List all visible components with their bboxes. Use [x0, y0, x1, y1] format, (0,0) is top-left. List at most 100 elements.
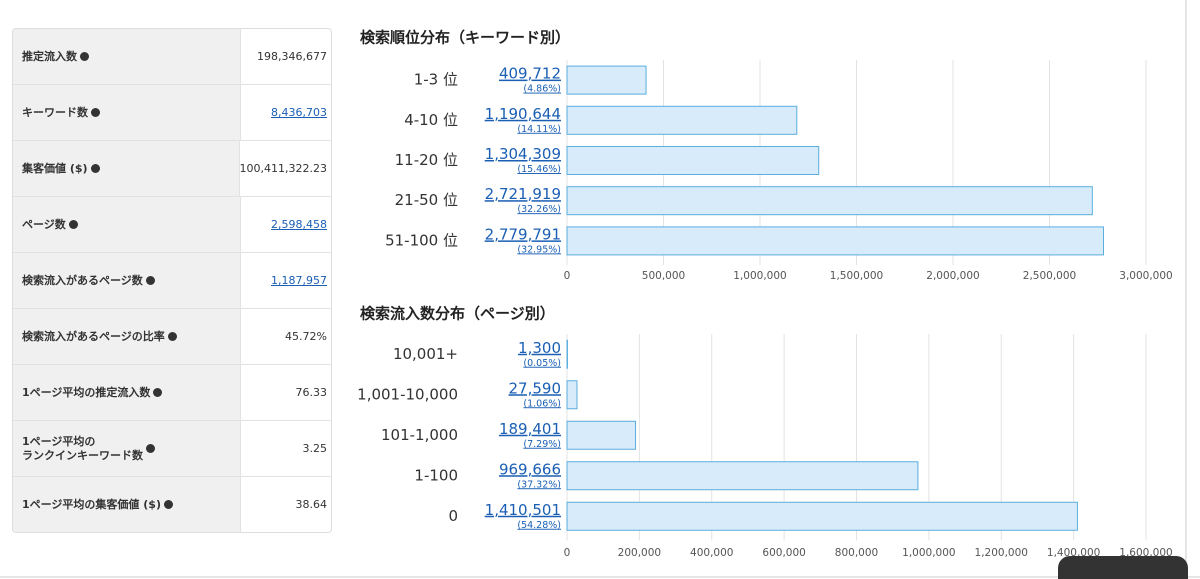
- table-row: 1ページ平均の ランクインキーワード数 3.25: [13, 421, 331, 477]
- value-label[interactable]: 969,666: [499, 460, 561, 478]
- x-tick-label: 3,000,000: [1119, 270, 1172, 282]
- value-label[interactable]: 2,721,919: [485, 185, 561, 203]
- share-label[interactable]: (32.26%): [517, 204, 561, 215]
- value-label[interactable]: 1,304,309: [485, 145, 561, 163]
- x-tick-label: 200,000: [618, 547, 661, 559]
- table-row: 1ページ平均の推定流入数 76.33: [13, 365, 331, 421]
- row-label: ページ数: [13, 197, 241, 252]
- table-row: ページ数 2,598,458: [13, 197, 331, 253]
- bar: [566, 65, 647, 95]
- bar: [566, 226, 1104, 256]
- value-label[interactable]: 2,779,791: [485, 225, 561, 243]
- category-label: 1-100: [414, 466, 458, 484]
- x-tick-label: 400,000: [690, 547, 733, 559]
- value-label[interactable]: 409,712: [499, 65, 561, 83]
- share-label[interactable]: (4.86%): [523, 84, 561, 95]
- x-tick-label: 600,000: [762, 547, 805, 559]
- value-label[interactable]: 1,300: [518, 339, 561, 357]
- help-icon[interactable]: [90, 164, 100, 173]
- help-icon[interactable]: [145, 276, 155, 285]
- bar: [566, 501, 1078, 531]
- share-label[interactable]: (15.46%): [517, 164, 561, 175]
- row-value: 38.64: [295, 498, 328, 511]
- table-row: 検索流入があるページの比率 45.72%: [13, 309, 331, 365]
- row-value: 198,346,677: [257, 50, 327, 63]
- label-text: キーワード数: [22, 105, 88, 119]
- share-label[interactable]: (14.11%): [517, 124, 561, 135]
- x-tick-label: 1,000,000: [733, 270, 786, 282]
- category-label: 51-100 位: [385, 231, 458, 249]
- share-label[interactable]: (37.32%): [517, 479, 561, 490]
- x-tick-label: 2,500,000: [1023, 270, 1076, 282]
- row-value: 45.72%: [285, 330, 327, 343]
- row-label: 推定流入数: [13, 29, 241, 84]
- summary-table: 推定流入数 198,346,677 キーワード数 8,436,703 集客価値 ($) 1…: [12, 28, 332, 533]
- help-icon[interactable]: [91, 108, 100, 117]
- x-tick-label: 1,200,000: [975, 547, 1028, 559]
- share-label[interactable]: (7.29%): [523, 439, 561, 450]
- label-text: 1ページ平均の推定流入数: [22, 385, 151, 399]
- table-row: 1ページ平均の集客価値 ($) 38.64: [13, 477, 331, 532]
- bar: [566, 105, 798, 135]
- category-label: 0: [448, 507, 458, 525]
- share-label[interactable]: (32.95%): [517, 244, 561, 255]
- row-value: 3.25: [302, 442, 328, 455]
- category-label: 10,001+: [393, 345, 458, 363]
- value-label[interactable]: 27,590: [509, 379, 562, 397]
- category-label: 4-10 位: [404, 111, 458, 129]
- row-label: 1ページ平均の ランクインキーワード数: [13, 421, 241, 476]
- table-row: キーワード数 8,436,703: [13, 85, 331, 141]
- bar: [566, 186, 1093, 216]
- share-label[interactable]: (1.06%): [523, 398, 561, 409]
- category-label: 1-3 位: [414, 71, 458, 89]
- value-label[interactable]: 189,401: [499, 420, 561, 438]
- help-button[interactable]: [1058, 556, 1188, 579]
- help-icon[interactable]: [163, 500, 173, 509]
- category-label: 11-20 位: [395, 151, 458, 169]
- chart-title: 検索流入数分布（ページ別）: [360, 305, 555, 323]
- row-label: 1ページ平均の集客価値 ($): [13, 477, 241, 532]
- label-text: 集客価値 ($): [22, 161, 88, 175]
- value-label[interactable]: 1,410,501: [485, 501, 561, 519]
- chart-title: 検索順位分布（キーワード別）: [360, 29, 570, 47]
- x-tick-label: 2,000,000: [926, 270, 979, 282]
- row-value[interactable]: 1,187,957: [271, 274, 327, 287]
- table-row: 集客価値 ($) 100,411,322.23: [13, 141, 331, 197]
- share-label[interactable]: (54.28%): [517, 520, 561, 531]
- label-text: 検索流入があるページの比率: [22, 329, 165, 343]
- row-value[interactable]: 8,436,703: [271, 106, 327, 119]
- row-label: キーワード数: [13, 85, 241, 140]
- bar: [566, 146, 820, 175]
- help-icon[interactable]: [146, 444, 155, 453]
- x-tick-label: 1,000,000: [902, 547, 955, 559]
- row-label: 検索流入があるページの比率: [13, 309, 241, 364]
- row-value[interactable]: 2,598,458: [271, 218, 327, 231]
- label-text: ページ数: [22, 217, 66, 231]
- help-icon[interactable]: [80, 52, 89, 61]
- help-icon[interactable]: [167, 332, 177, 341]
- row-label: 検索流入があるページ数: [13, 253, 241, 308]
- bar: [566, 380, 578, 410]
- share-label[interactable]: (0.05%): [523, 358, 561, 369]
- label-text: 推定流入数: [22, 49, 77, 63]
- help-icon[interactable]: [153, 388, 163, 397]
- x-tick-label: 500,000: [642, 270, 685, 282]
- category-label: 1,001-10,000: [357, 385, 458, 403]
- x-tick-label: 800,000: [835, 547, 878, 559]
- row-value: 100,411,322.23: [239, 162, 327, 175]
- row-label: 集客価値 ($): [13, 141, 240, 196]
- x-tick-label: 0: [564, 270, 571, 282]
- label-text: 検索流入があるページ数: [22, 273, 143, 287]
- category-label: 21-50 位: [395, 191, 458, 209]
- category-label: 101-1,000: [381, 426, 458, 444]
- table-row: 検索流入があるページ数 1,187,957: [13, 253, 331, 309]
- x-tick-label: 1,500,000: [830, 270, 883, 282]
- label-text: 1ページ平均の ランクインキーワード数: [22, 434, 143, 462]
- row-label: 1ページ平均の推定流入数: [13, 365, 241, 420]
- help-icon[interactable]: [68, 220, 78, 229]
- value-label[interactable]: 1,190,644: [485, 105, 561, 123]
- label-text: 1ページ平均の集客価値 ($): [22, 497, 161, 511]
- bar: [566, 420, 637, 450]
